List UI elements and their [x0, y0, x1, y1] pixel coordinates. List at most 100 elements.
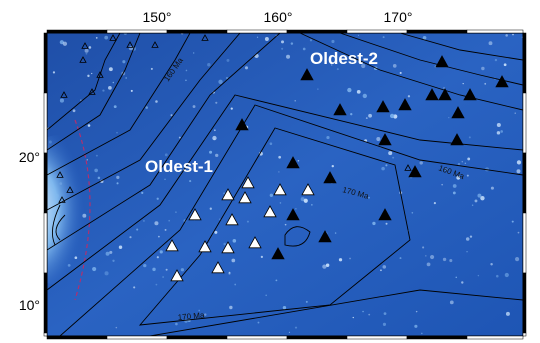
speckle — [362, 311, 364, 313]
speckle — [414, 325, 417, 328]
speckle — [326, 263, 329, 266]
speckle — [85, 49, 89, 53]
speckle — [102, 89, 104, 91]
speckle — [495, 59, 497, 61]
frame-bar — [167, 336, 227, 339]
speckle — [326, 136, 329, 139]
speckle — [119, 246, 122, 249]
speckle — [175, 323, 178, 326]
speckle — [175, 211, 176, 212]
frame-bar — [467, 30, 523, 33]
speckle — [466, 237, 470, 241]
speckle — [434, 202, 436, 204]
speckle — [218, 80, 222, 84]
speckle — [500, 130, 503, 133]
frame-bar — [47, 336, 107, 339]
speckle — [133, 286, 135, 288]
frame-bar — [523, 213, 526, 273]
speckle — [89, 46, 92, 49]
frame-bar — [167, 30, 227, 33]
speckle — [332, 165, 334, 167]
ocean — [47, 33, 523, 336]
speckle — [122, 60, 125, 63]
speckle — [104, 36, 108, 40]
lon-label: 150° — [143, 9, 172, 25]
speckle — [87, 75, 89, 77]
speckle — [106, 252, 110, 256]
speckle — [145, 106, 148, 109]
speckle — [470, 235, 472, 237]
frame-bar — [44, 153, 47, 213]
lon-label: 160° — [264, 9, 293, 25]
frame-bar — [523, 333, 526, 336]
frame-bar — [47, 30, 107, 33]
speckle — [376, 137, 380, 141]
speckle — [208, 243, 209, 244]
speckle — [158, 236, 160, 238]
frame-bar — [107, 336, 167, 339]
frame-bar — [287, 30, 347, 33]
frame-bar — [44, 213, 47, 273]
speckle — [186, 70, 188, 72]
speckle — [491, 187, 494, 190]
lat-label: 20° — [19, 149, 40, 165]
speckle — [162, 276, 164, 278]
speckle — [469, 136, 471, 138]
speckle — [358, 35, 359, 36]
speckle — [112, 260, 114, 262]
speckle — [490, 263, 492, 265]
speckle — [505, 273, 509, 277]
speckle — [129, 236, 131, 238]
speckle — [384, 312, 387, 315]
speckle — [518, 232, 520, 234]
speckle — [368, 197, 370, 199]
frame-bar — [107, 30, 167, 33]
speckle — [467, 158, 470, 161]
speckle — [278, 156, 281, 159]
speckle — [400, 257, 402, 259]
speckle — [155, 100, 158, 103]
speckle — [388, 151, 392, 155]
speckle — [295, 327, 297, 329]
speckle — [164, 179, 165, 180]
speckle — [383, 265, 387, 269]
speckle — [166, 269, 168, 271]
speckle — [357, 90, 361, 94]
speckle — [113, 82, 115, 84]
speckle — [304, 199, 308, 203]
speckle — [116, 176, 119, 179]
speckle — [193, 52, 194, 53]
lon-label: 170° — [384, 9, 413, 25]
frame-bar — [467, 336, 523, 339]
speckle — [353, 317, 354, 318]
speckle — [497, 131, 500, 134]
speckle — [512, 221, 514, 223]
speckle — [116, 132, 118, 134]
speckle — [456, 277, 457, 278]
speckle — [168, 220, 170, 222]
speckle — [368, 314, 370, 316]
speckle — [306, 301, 308, 303]
speckle — [430, 255, 434, 259]
speckle — [515, 257, 519, 261]
speckle — [63, 42, 67, 46]
speckle — [88, 124, 91, 127]
region-label: Oldest-2 — [310, 49, 378, 68]
speckle — [489, 41, 493, 45]
speckle — [347, 88, 351, 92]
speckle — [73, 109, 76, 112]
speckle — [53, 71, 55, 73]
speckle — [165, 229, 167, 231]
speckle — [390, 114, 394, 118]
speckle — [421, 333, 423, 335]
speckle — [497, 123, 501, 127]
speckle — [270, 194, 273, 197]
speckle — [393, 64, 397, 68]
speckle — [228, 273, 230, 275]
frame-bar — [347, 336, 407, 339]
speckle — [193, 105, 196, 108]
speckle — [337, 68, 339, 70]
speckle — [214, 231, 217, 234]
lat-label: 10° — [19, 297, 40, 313]
speckle — [209, 151, 212, 154]
